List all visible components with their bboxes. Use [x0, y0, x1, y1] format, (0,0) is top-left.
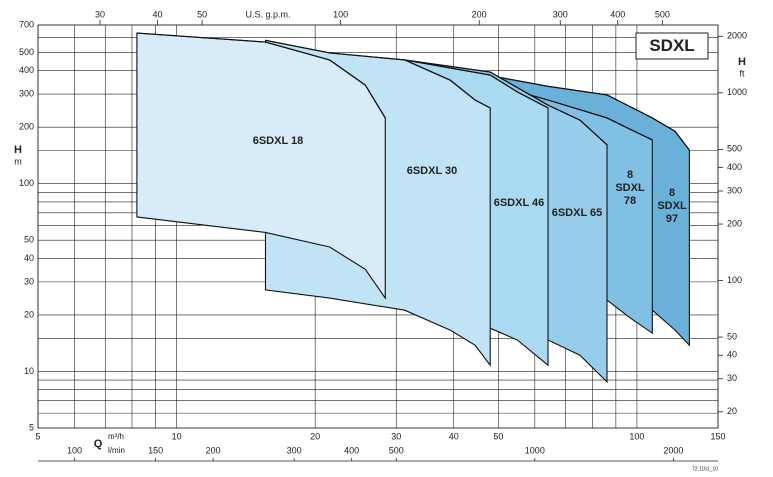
title-box: [635, 32, 709, 60]
y-tick-label: 100: [19, 178, 34, 188]
y2-tick-label: 40: [727, 350, 737, 360]
y2-tick-label: 2000: [727, 31, 747, 41]
y2-tick-label: 50: [727, 331, 737, 341]
x2-tick-label: 40: [152, 9, 162, 19]
x-axis-label: Q: [94, 438, 103, 450]
y-tick-label: 20: [24, 309, 34, 319]
y-tick-label: 700: [19, 19, 34, 29]
y2-tick-label: 1000: [727, 87, 747, 97]
x2-tick-label: 300: [553, 9, 568, 19]
y-tick-label: 10: [24, 366, 34, 376]
y-tick-label: 50: [24, 235, 34, 245]
x3-tick-label: 200: [206, 445, 221, 455]
series-label: 6SDXL 18: [253, 135, 304, 147]
y-axis-unit: m: [14, 156, 22, 166]
x2-tick-label: 400: [610, 9, 625, 19]
x2-tick-label: 200: [472, 9, 487, 19]
series-label: 8 SDXL 97: [657, 187, 687, 225]
y2-tick-label: 400: [727, 162, 742, 172]
x-tick-label: 150: [710, 431, 725, 441]
x2-tick-label: 50: [197, 9, 207, 19]
x-tick-label: 30: [391, 431, 401, 441]
x2-tick-label: 30: [95, 9, 105, 19]
x-tick-label: 5: [35, 431, 40, 441]
axes: 5 10 20 30 40 50 100 150 5 10 20 30 40 50 100 200 300 400…: [19, 9, 747, 461]
x-tick-label: 10: [172, 431, 182, 441]
x3-tick-label: 300: [287, 445, 302, 455]
series-label: 6SDXL 65: [552, 207, 603, 219]
upper-curve: [404, 59, 608, 146]
y-tick-label: 200: [19, 122, 34, 132]
upper-curve: [265, 39, 491, 109]
x2-tick-label: 500: [655, 9, 670, 19]
y-axis-label: H: [14, 144, 22, 156]
y-tick-label: 500: [19, 47, 34, 57]
x-tick-label: 40: [449, 431, 459, 441]
y2-axis-unit: ft: [739, 68, 745, 78]
x2-axis-label: U.S. g.p.m.: [245, 9, 290, 19]
chart-title: SDXL: [649, 36, 694, 55]
x-tick-label: 100: [629, 431, 644, 441]
x3-tick-label: 100: [67, 445, 82, 455]
y2-tick-label: 200: [727, 218, 742, 228]
y-tick-label: 30: [24, 276, 34, 286]
x3-tick-label: 1000: [525, 445, 545, 455]
x-tick-label: 50: [493, 431, 503, 441]
y2-tick-label: 20: [727, 406, 737, 416]
x-tick-label: 20: [310, 431, 320, 441]
y-tick-label: 300: [19, 88, 34, 98]
series-label: 6SDXL 46: [494, 197, 545, 209]
x2-tick-label: 100: [333, 9, 348, 19]
x3-tick-label: 500: [389, 445, 404, 455]
plot-frame: [37, 24, 719, 429]
series-label: 6SDXL 30: [407, 165, 458, 177]
series-label: 8 SDXL 78: [615, 169, 645, 207]
x3-axis-label: l/min: [108, 446, 125, 455]
y2-tick-label: 300: [727, 185, 742, 195]
bands: [136, 32, 690, 384]
y2-tick-label: 100: [727, 275, 742, 285]
y2-axis-label: H: [738, 56, 746, 68]
x3-tick-label: 400: [344, 445, 359, 455]
y2-tick-label: 30: [727, 373, 737, 383]
x-axis-unit: m³/h: [108, 432, 124, 441]
y-tick-label: 5: [29, 422, 34, 432]
footnote: 72.1161_10: [692, 466, 718, 472]
y2-tick-label: 500: [727, 144, 742, 154]
y-tick-label: 400: [19, 65, 34, 75]
upper-curve: [404, 59, 549, 109]
x3-tick-label: 2000: [663, 445, 683, 455]
upper-curve: [136, 32, 386, 119]
upper-curve: [404, 59, 690, 151]
y-tick-label: 40: [24, 253, 34, 263]
x3-tick-label: 150: [148, 445, 163, 455]
